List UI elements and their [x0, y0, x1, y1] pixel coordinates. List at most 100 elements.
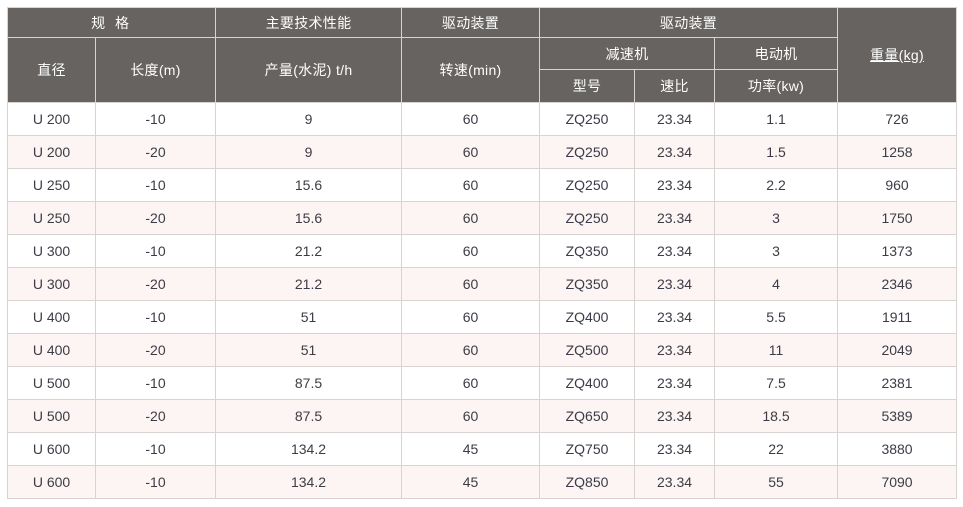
table-row: U 250 -20 15.6 60 ZQ250 23.34 3 1750 [7, 201, 958, 235]
cell-rotation-speed: 45 [401, 465, 541, 499]
cell-weight: 5389 [837, 399, 958, 433]
header-rotation-speed-label: 转速(min) [439, 62, 502, 78]
header-speed-ratio: 速比 [634, 69, 716, 103]
cell-weight: 1750 [837, 201, 958, 235]
cell-model: ZQ350 [539, 234, 636, 268]
cell-speed-ratio: 23.34 [634, 102, 716, 136]
header-length: 长度(m) [94, 37, 217, 103]
cell-diameter: U 250 [7, 201, 96, 235]
cell-model: ZQ250 [539, 168, 636, 202]
cell-rotation-speed: 60 [401, 333, 541, 367]
cell-weight: 726 [837, 102, 958, 136]
cell-capacity: 15.6 [215, 201, 403, 235]
cell-speed-ratio: 23.34 [634, 135, 716, 169]
cell-model: ZQ650 [539, 399, 636, 433]
cell-model: ZQ500 [539, 333, 636, 367]
cell-model: ZQ250 [539, 102, 636, 136]
cell-power: 2.2 [714, 168, 839, 202]
header-motor-label: 电动机 [754, 45, 798, 62]
cell-model: ZQ400 [539, 366, 636, 400]
cell-model: ZQ400 [539, 300, 636, 334]
table-body: U 200 -10 9 60 ZQ250 23.34 1.1 726 U 200 -20 9 60 ZQ… [7, 102, 958, 499]
cell-capacity: 51 [215, 300, 403, 334]
header-group-performance: 主要技术性能 [215, 7, 403, 38]
cell-weight: 960 [837, 168, 958, 202]
cell-length: -20 [94, 399, 217, 433]
cell-length: -10 [94, 234, 217, 268]
cell-rotation-speed: 60 [401, 102, 541, 136]
table-header: 规 格 主要技术性能 驱动装置 驱动装置 重量(kg) 直径 长度(m) 产量(… [6, 7, 958, 103]
cell-capacity: 9 [215, 102, 403, 136]
specification-table: 规 格 主要技术性能 驱动装置 驱动装置 重量(kg) 直径 长度(m) 产量(… [6, 7, 958, 499]
cell-capacity: 134.2 [215, 465, 403, 499]
cell-weight: 3880 [837, 432, 958, 466]
cell-rotation-speed: 45 [401, 432, 541, 466]
cell-power: 4 [714, 267, 839, 301]
table-row: U 500 -20 87.5 60 ZQ650 23.34 18.5 5389 [7, 399, 958, 433]
header-length-label: 长度(m) [130, 62, 181, 78]
cell-speed-ratio: 23.34 [634, 234, 716, 268]
cell-rotation-speed: 60 [401, 168, 541, 202]
cell-length: -20 [94, 201, 217, 235]
cell-length: -10 [94, 465, 217, 499]
header-group-spec-label: 规 格 [91, 14, 132, 31]
cell-rotation-speed: 60 [401, 399, 541, 433]
header-power: 功率(kw) [714, 69, 839, 103]
cell-weight: 2049 [837, 333, 958, 367]
table-row: U 300 -10 21.2 60 ZQ350 23.34 3 1373 [7, 234, 958, 268]
cell-length: -10 [94, 432, 217, 466]
cell-diameter: U 300 [7, 267, 96, 301]
table-row: U 400 -10 51 60 ZQ400 23.34 5.5 1911 [7, 300, 958, 334]
table-row: U 200 -10 9 60 ZQ250 23.34 1.1 726 [7, 102, 958, 136]
cell-model: ZQ850 [539, 465, 636, 499]
cell-diameter: U 600 [7, 465, 96, 499]
table-row: U 200 -20 9 60 ZQ250 23.34 1.5 1258 [7, 135, 958, 169]
header-capacity-label: 产量(水泥) t/h [264, 62, 353, 78]
header-reducer: 减速机 [539, 37, 716, 70]
cell-diameter: U 600 [7, 432, 96, 466]
cell-rotation-speed: 60 [401, 135, 541, 169]
header-reducer-label: 减速机 [605, 45, 649, 62]
cell-speed-ratio: 23.34 [634, 300, 716, 334]
cell-capacity: 87.5 [215, 366, 403, 400]
cell-rotation-speed: 60 [401, 234, 541, 268]
cell-power: 1.1 [714, 102, 839, 136]
header-capacity: 产量(水泥) t/h [215, 37, 403, 103]
cell-capacity: 21.2 [215, 267, 403, 301]
cell-rotation-speed: 60 [401, 201, 541, 235]
table-row: U 600 -10 134.2 45 ZQ750 23.34 22 3880 [7, 432, 958, 466]
cell-diameter: U 500 [7, 366, 96, 400]
cell-speed-ratio: 23.34 [634, 168, 716, 202]
header-group-row: 规 格 主要技术性能 驱动装置 驱动装置 重量(kg) [6, 7, 958, 103]
cell-diameter: U 400 [7, 333, 96, 367]
header-group-drive-b-label: 驱动装置 [659, 14, 718, 31]
cell-weight: 1373 [837, 234, 958, 268]
cell-capacity: 15.6 [215, 168, 403, 202]
header-group-drive-b: 驱动装置 [539, 7, 839, 38]
cell-weight: 2346 [837, 267, 958, 301]
cell-diameter: U 200 [7, 135, 96, 169]
cell-power: 18.5 [714, 399, 839, 433]
cell-power: 55 [714, 465, 839, 499]
header-diameter-label: 直径 [37, 62, 66, 78]
cell-capacity: 21.2 [215, 234, 403, 268]
cell-length: -10 [94, 168, 217, 202]
cell-diameter: U 500 [7, 399, 96, 433]
table-row: U 600 -10 134.2 45 ZQ850 23.34 55 7090 [7, 465, 958, 499]
cell-diameter: U 250 [7, 168, 96, 202]
header-power-label: 功率(kw) [747, 78, 805, 94]
cell-power: 3 [714, 201, 839, 235]
header-speed-ratio-label: 速比 [660, 78, 689, 94]
table-row: U 500 -10 87.5 60 ZQ400 23.34 7.5 2381 [7, 366, 958, 400]
header-model: 型号 [539, 69, 636, 103]
cell-capacity: 51 [215, 333, 403, 367]
table-row: U 400 -20 51 60 ZQ500 23.34 11 2049 [7, 333, 958, 367]
cell-speed-ratio: 23.34 [634, 399, 716, 433]
header-weight: 重量(kg) [837, 7, 958, 103]
cell-power: 11 [714, 333, 839, 367]
header-group-drive-a-label: 驱动装置 [441, 14, 500, 31]
header-rotation-speed: 转速(min) [401, 37, 541, 103]
cell-weight: 2381 [837, 366, 958, 400]
header-group-spec: 规 格 [6, 7, 217, 38]
